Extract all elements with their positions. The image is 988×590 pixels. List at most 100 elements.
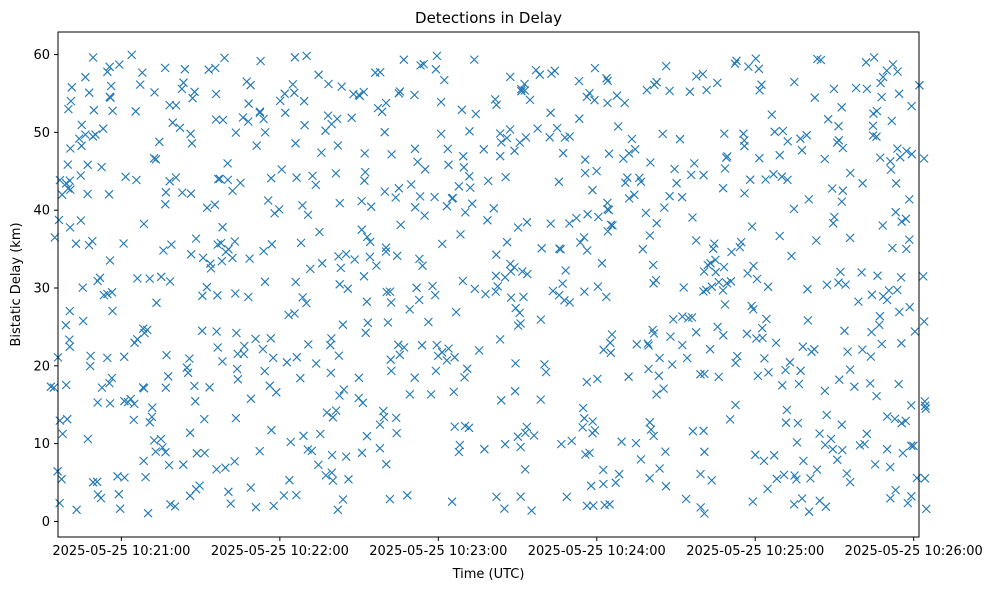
data-point bbox=[619, 154, 628, 163]
data-point bbox=[326, 368, 336, 378]
data-point bbox=[777, 380, 787, 390]
data-point bbox=[302, 51, 312, 61]
data-point bbox=[548, 286, 558, 296]
data-point bbox=[105, 62, 114, 72]
data-point bbox=[906, 491, 916, 501]
data-point bbox=[396, 220, 406, 230]
data-point bbox=[789, 204, 799, 214]
data-point bbox=[456, 230, 465, 239]
data-point bbox=[381, 459, 391, 469]
data-point bbox=[305, 264, 315, 274]
data-point bbox=[533, 124, 542, 133]
data-point bbox=[547, 69, 556, 78]
data-point bbox=[834, 278, 843, 288]
data-point bbox=[105, 256, 115, 265]
data-point bbox=[163, 371, 173, 381]
data-point bbox=[752, 334, 761, 343]
data-point bbox=[267, 425, 276, 435]
data-point bbox=[730, 59, 740, 69]
data-point bbox=[658, 129, 668, 139]
data-point bbox=[362, 297, 372, 307]
data-point bbox=[722, 152, 732, 161]
data-point bbox=[233, 349, 243, 359]
data-point bbox=[308, 171, 317, 181]
data-point bbox=[186, 129, 195, 139]
data-point bbox=[580, 168, 590, 178]
data-point bbox=[186, 189, 196, 199]
data-point bbox=[860, 439, 869, 449]
data-point bbox=[812, 465, 822, 474]
data-point bbox=[834, 375, 844, 385]
data-point bbox=[228, 253, 237, 263]
data-point bbox=[291, 138, 300, 148]
data-point bbox=[183, 368, 193, 378]
data-point bbox=[502, 133, 512, 143]
data-point bbox=[260, 128, 270, 137]
data-point bbox=[327, 468, 337, 477]
data-point bbox=[799, 456, 808, 466]
data-point bbox=[875, 153, 885, 162]
data-point bbox=[706, 258, 715, 268]
data-point bbox=[55, 175, 65, 185]
data-point bbox=[713, 322, 722, 332]
data-point bbox=[787, 251, 796, 261]
data-point bbox=[151, 154, 161, 164]
data-point bbox=[455, 440, 465, 450]
data-point bbox=[521, 133, 531, 142]
data-point bbox=[580, 155, 590, 165]
data-point bbox=[703, 260, 713, 270]
data-point bbox=[114, 489, 124, 499]
data-point bbox=[66, 185, 75, 194]
data-point bbox=[382, 287, 392, 297]
data-point bbox=[67, 82, 77, 92]
data-point bbox=[286, 437, 296, 447]
data-point bbox=[754, 153, 764, 163]
data-point bbox=[386, 366, 396, 376]
data-point bbox=[580, 287, 589, 296]
data-point bbox=[491, 250, 501, 260]
data-point bbox=[171, 173, 181, 182]
data-point bbox=[365, 252, 375, 262]
data-point bbox=[858, 178, 867, 188]
data-point bbox=[431, 64, 441, 74]
data-point bbox=[495, 151, 505, 161]
data-point bbox=[699, 426, 708, 436]
data-point bbox=[216, 238, 226, 248]
data-point bbox=[789, 500, 799, 509]
data-point bbox=[399, 55, 409, 65]
data-point bbox=[496, 395, 506, 405]
data-point bbox=[699, 287, 708, 296]
data-point bbox=[796, 134, 805, 144]
data-point bbox=[622, 173, 632, 183]
x-tick-label: 2025-05-25 10:24:00 bbox=[528, 544, 666, 559]
data-point bbox=[106, 93, 115, 103]
data-point bbox=[161, 447, 170, 457]
data-point bbox=[682, 353, 692, 363]
data-point bbox=[599, 345, 608, 355]
data-point bbox=[882, 295, 892, 305]
data-point bbox=[555, 244, 564, 254]
data-point bbox=[684, 313, 693, 323]
data-point bbox=[644, 341, 653, 350]
data-point bbox=[344, 474, 353, 484]
data-point bbox=[699, 267, 709, 276]
data-point bbox=[143, 508, 153, 518]
data-point bbox=[383, 318, 393, 327]
data-point bbox=[74, 134, 84, 143]
data-point bbox=[334, 351, 344, 360]
data-point bbox=[359, 271, 369, 281]
data-point bbox=[259, 114, 268, 124]
data-point bbox=[430, 290, 440, 300]
data-point bbox=[689, 159, 699, 168]
data-point bbox=[145, 274, 155, 283]
data-point bbox=[77, 141, 86, 151]
data-point bbox=[454, 181, 464, 191]
data-point bbox=[727, 247, 736, 257]
data-point bbox=[360, 149, 370, 158]
data-point bbox=[854, 297, 863, 306]
data-point bbox=[460, 373, 469, 382]
data-point bbox=[621, 178, 630, 188]
data-point bbox=[417, 340, 427, 350]
data-point bbox=[393, 340, 403, 350]
data-point bbox=[806, 474, 815, 483]
